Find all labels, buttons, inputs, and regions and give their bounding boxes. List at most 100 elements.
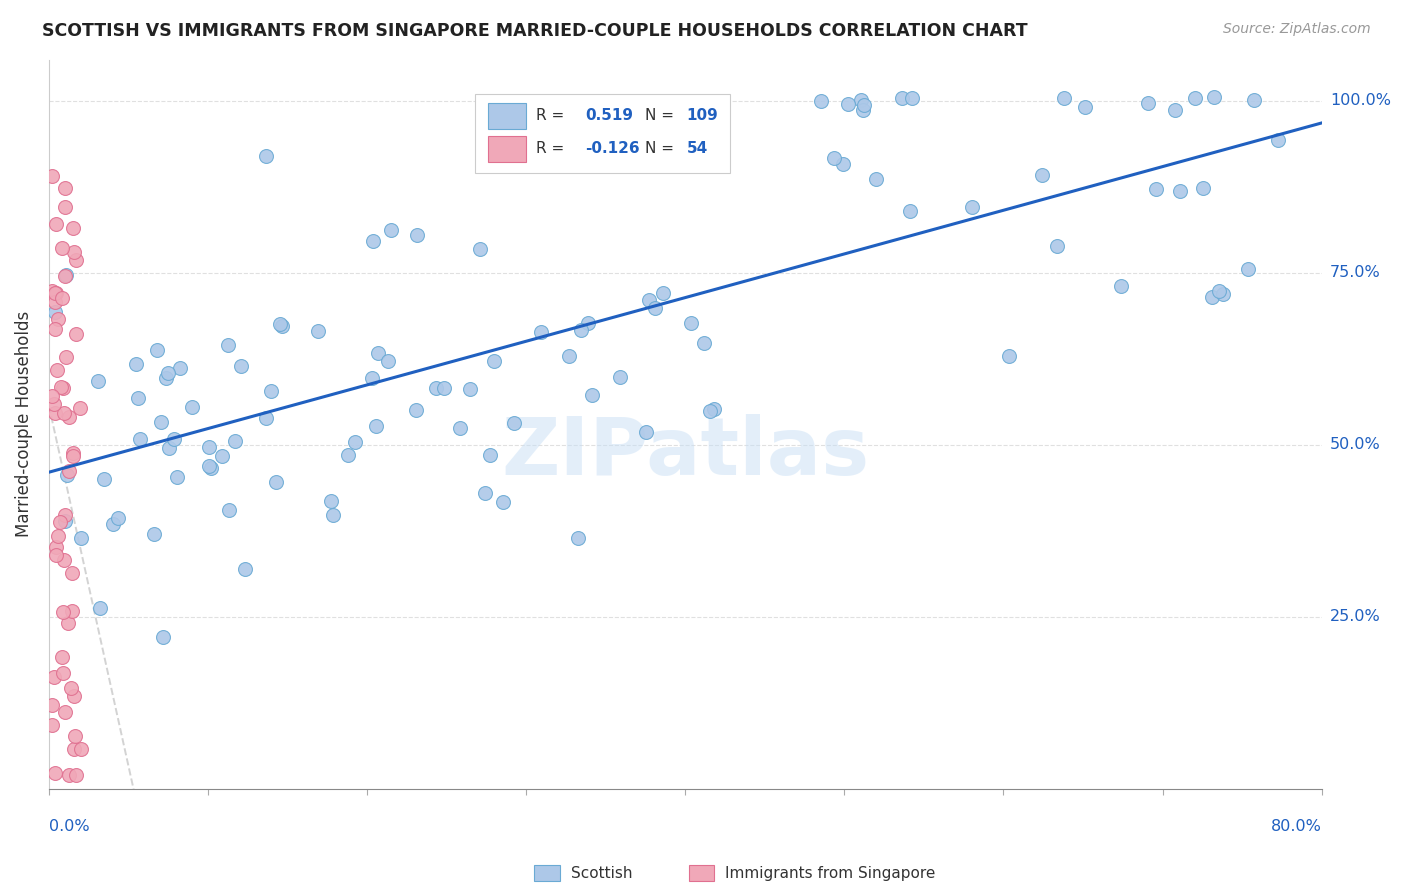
Point [1237,261,1260,276]
Point [482,353,505,368]
Point [44,322,66,336]
Point [1137,96,1160,111]
Text: R =: R = [537,141,569,156]
Point [849,94,872,108]
Point [1192,181,1215,195]
Point [254,411,277,425]
Point [425,381,447,395]
Point [44,406,66,420]
Point [693,335,716,350]
Point [709,153,731,167]
Point [609,370,631,384]
Point [361,234,384,248]
Point [49,379,72,393]
Point [1074,99,1097,113]
Point [62,449,84,463]
Point [157,366,180,380]
Point [45,217,67,231]
Point [1267,133,1289,147]
Point [65,768,87,782]
Point [1164,103,1187,118]
Point [638,293,661,308]
Point [344,435,367,450]
Point [51,650,73,665]
Point [492,495,515,509]
Point [1243,94,1265,108]
Point [569,323,592,337]
Point [377,353,399,368]
Point [52,666,75,681]
Point [823,151,845,165]
Point [58,768,80,782]
Point [44,304,66,318]
Point [41,389,63,403]
Point [229,359,252,374]
Point [146,343,169,358]
Point [42,397,65,411]
Point [157,441,180,455]
Point [63,689,86,703]
Point [217,338,239,352]
Point [53,181,76,195]
Point [380,223,402,237]
Text: SCOTTISH VS IMMIGRANTS FROM SINGAPORE MARRIED-COUPLE HOUSEHOLDS CORRELATION CHAR: SCOTTISH VS IMMIGRANTS FROM SINGAPORE MA… [42,22,1028,40]
Point [52,407,75,421]
Point [55,200,77,214]
Point [837,96,859,111]
Point [44,285,66,300]
Point [44,295,66,310]
Point [45,286,67,301]
Text: Source: ZipAtlas.com: Source: ZipAtlas.com [1223,22,1371,37]
Point [89,601,111,615]
Point [644,301,666,315]
Text: -0.126: -0.126 [585,141,640,156]
Point [142,527,165,541]
Point [901,90,924,104]
Point [127,392,149,406]
Point [502,416,524,430]
Point [200,460,222,475]
Point [433,381,456,395]
Point [458,382,481,396]
Text: 109: 109 [686,108,718,122]
Point [53,705,76,719]
Point [699,403,721,417]
Point [152,630,174,644]
Point [169,361,191,376]
Text: 75.0%: 75.0% [1330,265,1381,280]
Point [42,670,65,684]
Point [891,91,914,105]
Point [55,268,77,283]
Point [337,448,360,462]
Point [449,421,471,435]
Point [63,244,86,259]
Point [52,606,75,620]
Bar [488,136,526,162]
Point [865,172,887,186]
Point [1212,287,1234,301]
Point [960,201,983,215]
Point [56,616,79,631]
Point [41,718,63,732]
Point [197,459,219,474]
Point [63,742,86,756]
Text: 100.0%: 100.0% [1330,94,1391,108]
Point [364,419,387,434]
Point [681,316,703,330]
Point [361,370,384,384]
Point [530,326,553,340]
Point [832,157,855,171]
Point [651,285,673,300]
Point [233,562,256,576]
Point [1201,290,1223,304]
Point [48,515,70,529]
Point [218,502,240,516]
Point [55,350,77,364]
Text: 54: 54 [686,141,707,156]
Point [149,415,172,429]
Point [60,566,83,580]
Text: 80.0%: 80.0% [1271,819,1322,834]
Point [557,349,579,363]
Point [852,97,875,112]
Point [1031,168,1053,182]
